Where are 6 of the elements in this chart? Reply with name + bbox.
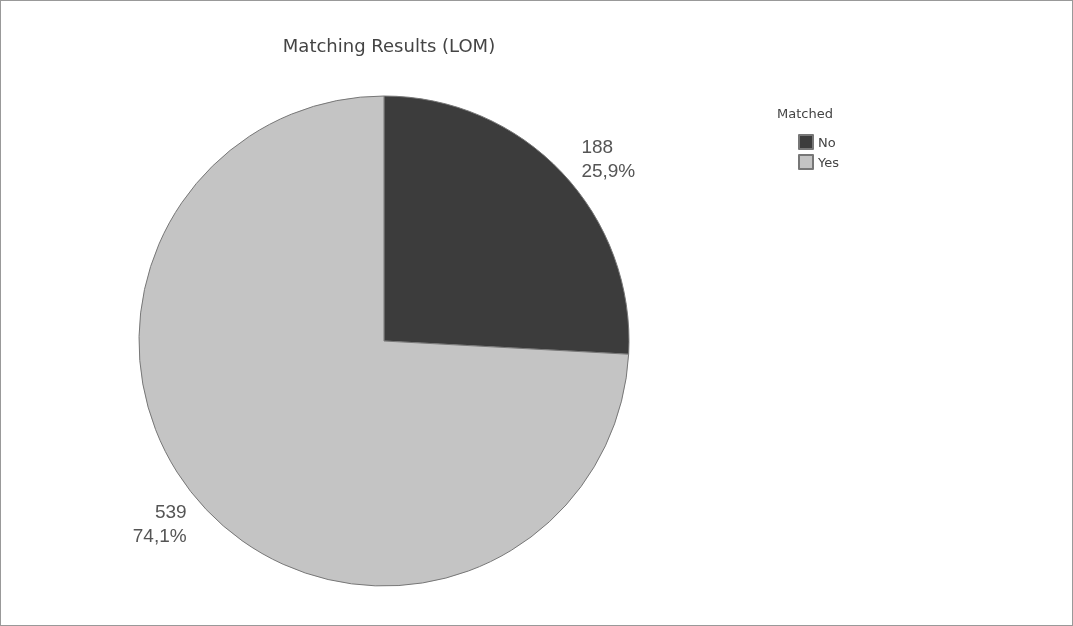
legend-title: Matched [777,106,833,121]
data-label: 539 74,1% [132,500,187,546]
legend-label: No [818,134,836,150]
data-label: 188 25,9% [581,136,636,182]
legend-label: Yes [817,154,840,170]
chart-title: Matching Results (LOM) [282,34,496,56]
